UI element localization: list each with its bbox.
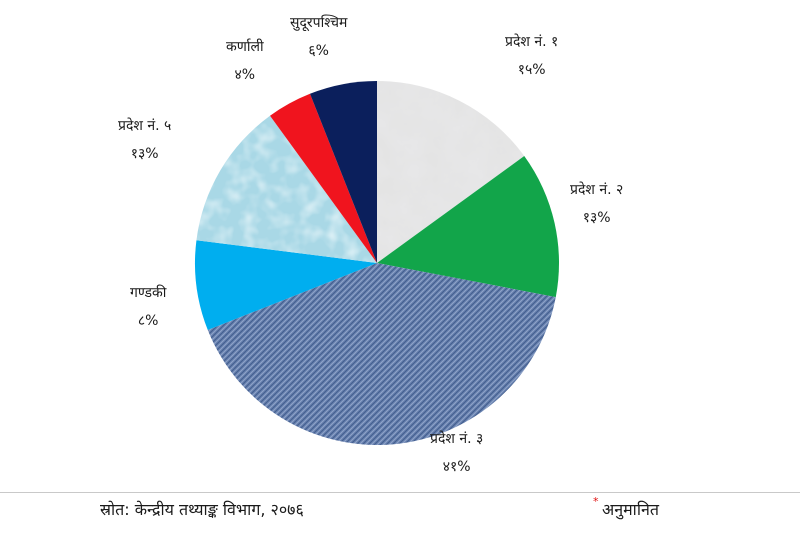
- chart-footer: स्रोत: केन्द्रीय तथ्याङ्क विभाग, २०७६ * …: [0, 492, 800, 534]
- slice-region-3: [207, 263, 556, 446]
- slice-value-gandaki: ८%: [138, 313, 159, 329]
- slice-value-region-1: १५%: [518, 62, 546, 78]
- slice-label-sudurpashchim: सुदूरपश्चिम: [290, 14, 348, 32]
- slice-label-region-1: प्रदेश नं. १: [505, 33, 558, 50]
- estimate-mark: *: [593, 495, 599, 508]
- pie-chart: प्रदेश नं. १ १५% प्रदेश नं. २ १३% प्रदेश नं.…: [118, 14, 623, 475]
- slice-region-2: [377, 156, 560, 298]
- slice-region-5: [196, 115, 377, 263]
- estimate-note: अनुमानित: [602, 500, 659, 519]
- slice-label-gandaki: गण्डकी: [130, 284, 167, 301]
- slice-label-karnali: कर्णाली: [226, 38, 264, 55]
- slice-label-region-3: प्रदेश नं. ३: [430, 430, 483, 447]
- slice-value-sudurpashchim: ६%: [308, 43, 329, 59]
- slice-label-region-5: प्रदेश नं. ५: [118, 117, 171, 134]
- slice-value-region-3: ४१%: [443, 459, 471, 475]
- slice-value-karnali: ४%: [235, 67, 256, 83]
- slice-value-region-2: १३%: [583, 210, 611, 226]
- slice-gandaki: [195, 240, 377, 330]
- slice-value-region-5: १३%: [131, 146, 159, 162]
- slice-label-region-2: प्रदेश नं. २: [570, 181, 623, 198]
- slice-karnali: [270, 93, 377, 263]
- source-note: स्रोत: केन्द्रीय तथ्याङ्क विभाग, २०७६: [100, 500, 304, 519]
- slice-sudurpashchim: [310, 81, 377, 263]
- slice-region-1: [377, 81, 525, 263]
